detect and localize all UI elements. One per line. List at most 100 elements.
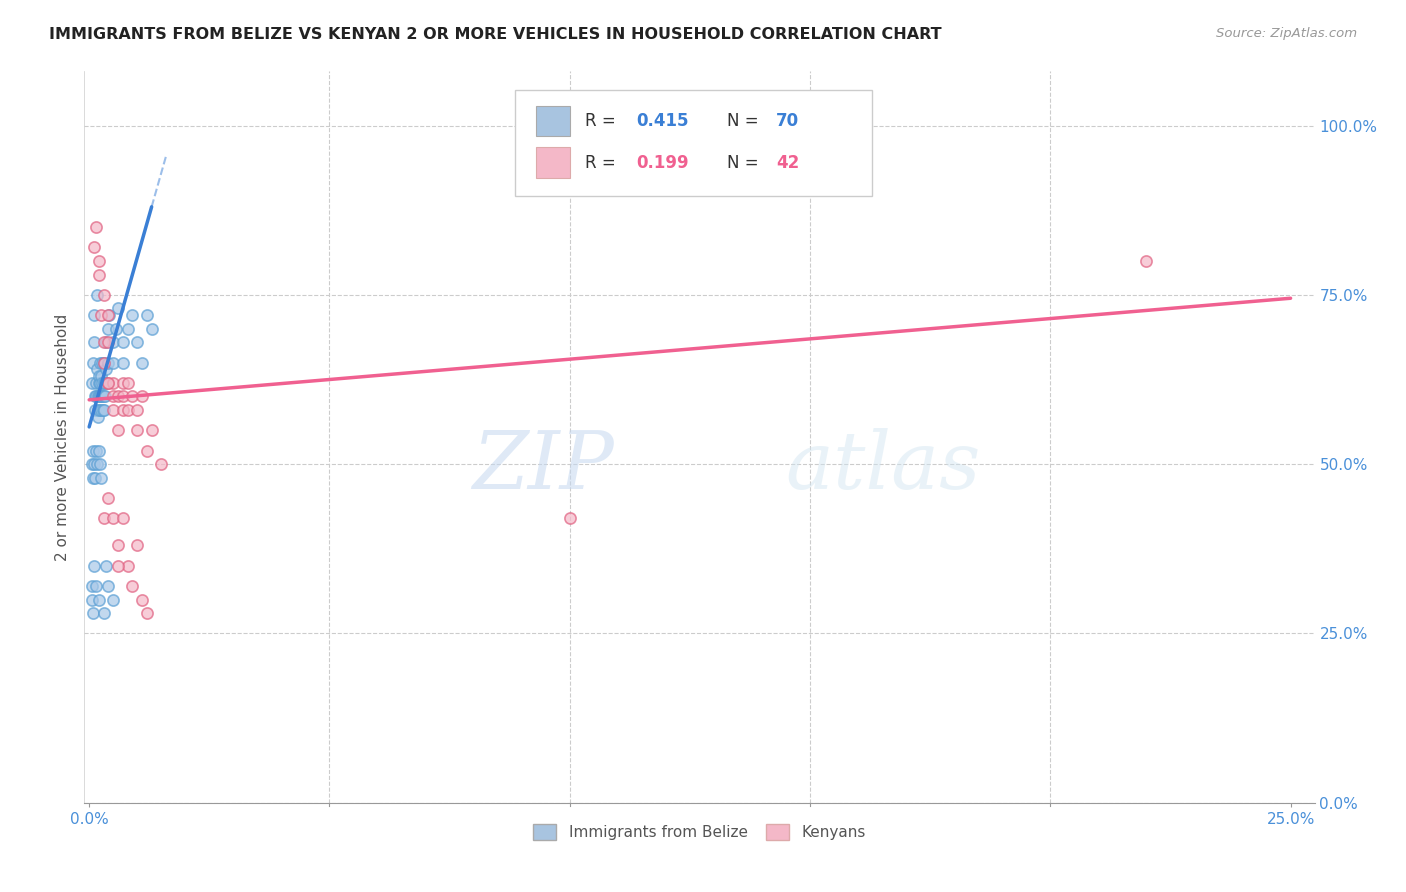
Point — [87, 443, 110, 458]
Point — [1135, 254, 1157, 268]
Point — [104, 322, 127, 336]
Point — [117, 322, 139, 336]
Point — [87, 376, 110, 390]
Point — [121, 579, 143, 593]
Point — [86, 362, 108, 376]
Point — [127, 403, 149, 417]
Point — [84, 471, 107, 485]
Point — [87, 254, 110, 268]
Point — [558, 511, 581, 525]
Point — [90, 403, 112, 417]
Point — [94, 362, 117, 376]
Point — [131, 355, 153, 369]
Point — [141, 423, 163, 437]
Point — [90, 389, 112, 403]
Point — [83, 457, 105, 471]
Point — [103, 511, 125, 525]
Text: 70: 70 — [776, 112, 799, 130]
Point — [141, 322, 163, 336]
Point — [97, 355, 120, 369]
Point — [93, 403, 115, 417]
Point — [111, 403, 134, 417]
Point — [98, 308, 121, 322]
Point — [90, 308, 112, 322]
Point — [111, 389, 134, 403]
Point — [82, 355, 104, 369]
Point — [111, 511, 134, 525]
Point — [97, 579, 120, 593]
Point — [89, 355, 111, 369]
Point — [93, 335, 115, 350]
Point — [89, 403, 111, 417]
Point — [93, 355, 115, 369]
Point — [90, 369, 112, 384]
Point — [82, 443, 104, 458]
Point — [93, 389, 115, 403]
Point — [86, 288, 108, 302]
Point — [80, 376, 103, 390]
Point — [89, 389, 111, 403]
Point — [87, 369, 110, 384]
Point — [103, 389, 125, 403]
Point — [87, 409, 110, 424]
Point — [80, 579, 103, 593]
Point — [135, 308, 157, 322]
Point — [84, 403, 107, 417]
Point — [86, 457, 108, 471]
Point — [111, 335, 134, 350]
Point — [87, 592, 110, 607]
Point — [117, 403, 139, 417]
Point — [86, 220, 108, 235]
Point — [93, 389, 115, 403]
Point — [82, 606, 104, 620]
Point — [131, 592, 153, 607]
Text: 0.415: 0.415 — [637, 112, 689, 130]
Point — [89, 457, 111, 471]
Point — [93, 288, 115, 302]
Point — [80, 592, 103, 607]
Point — [90, 355, 112, 369]
Point — [82, 471, 104, 485]
Point — [83, 335, 105, 350]
Point — [103, 355, 125, 369]
Point — [97, 491, 120, 505]
Point — [117, 558, 139, 573]
Point — [150, 457, 173, 471]
Point — [94, 335, 117, 350]
Point — [97, 376, 120, 390]
Point — [135, 606, 157, 620]
Point — [127, 423, 149, 437]
Point — [93, 511, 115, 525]
FancyBboxPatch shape — [515, 90, 872, 195]
Point — [86, 389, 108, 403]
Point — [103, 592, 125, 607]
FancyBboxPatch shape — [536, 147, 571, 178]
Point — [87, 389, 110, 403]
Point — [86, 443, 108, 458]
Point — [117, 376, 139, 390]
Point — [93, 355, 115, 369]
Point — [107, 538, 129, 552]
Point — [103, 335, 125, 350]
Point — [90, 471, 112, 485]
Point — [97, 322, 120, 336]
Point — [89, 376, 111, 390]
Point — [121, 308, 143, 322]
Text: 42: 42 — [776, 153, 799, 172]
Text: R =: R = — [585, 112, 621, 130]
Point — [94, 376, 117, 390]
Point — [107, 423, 129, 437]
Point — [84, 389, 107, 403]
Legend: Immigrants from Belize, Kenyans: Immigrants from Belize, Kenyans — [527, 818, 872, 847]
Point — [87, 268, 110, 282]
Point — [131, 389, 153, 403]
Point — [91, 403, 114, 417]
Point — [87, 403, 110, 417]
Point — [83, 558, 105, 573]
Point — [86, 376, 108, 390]
Point — [91, 376, 114, 390]
Text: N =: N = — [727, 153, 763, 172]
Point — [97, 376, 120, 390]
Point — [111, 376, 134, 390]
Point — [97, 308, 120, 322]
